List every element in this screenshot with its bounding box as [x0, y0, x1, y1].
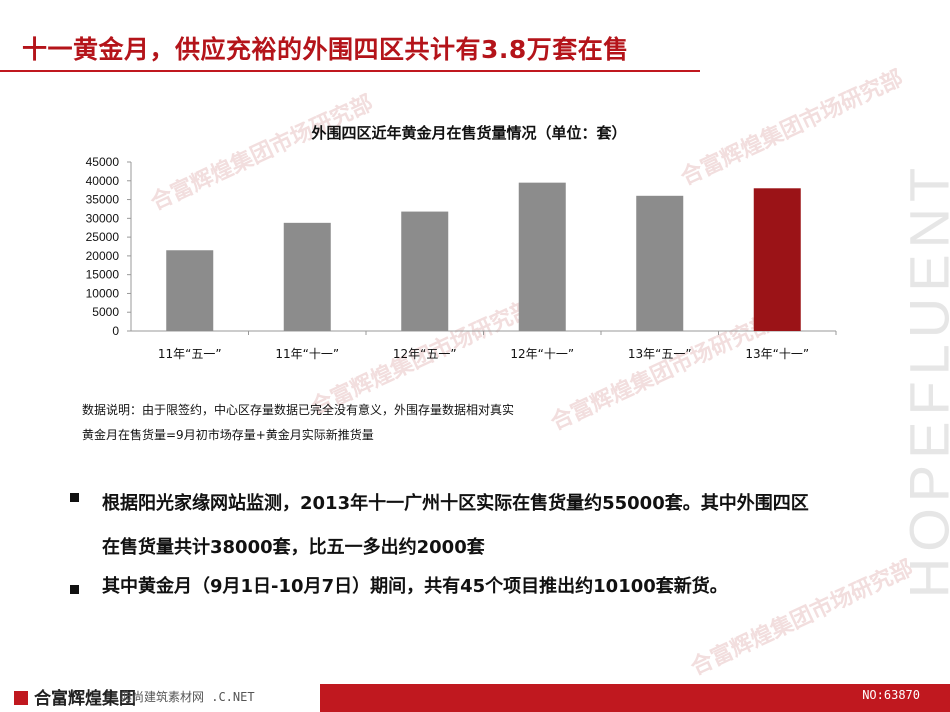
bullet-square-icon — [70, 493, 79, 502]
y-tick-label: 10000 — [86, 286, 120, 300]
y-tick-label: 5000 — [92, 305, 119, 319]
company-logo: 合富辉煌集团 — [14, 684, 136, 709]
note-line: 黄金月在售货量=9月初市场存量+黄金月实际新推货量 — [82, 428, 374, 442]
x-tick-label: 12年“十一” — [510, 347, 574, 361]
footer-id: NO:63870 — [862, 688, 920, 702]
bar — [518, 182, 566, 331]
data-notes: 数据说明：由于限签约，中心区存量数据已完全没有意义，外围存量数据相对真实 黄金月… — [82, 398, 514, 448]
bar — [401, 211, 449, 331]
y-tick-label: 0 — [112, 324, 119, 338]
x-tick-label: 12年“五一” — [393, 347, 457, 361]
y-tick-label: 35000 — [86, 193, 120, 207]
bullet-item: 根据阳光家缘网站监测，2013年十一广州十区实际在售货量约55000套。其中外围… — [66, 482, 826, 570]
x-tick-label: 13年“十一” — [745, 347, 809, 361]
bullet-item: 其中黄金月（9月1日-10月7日）期间，共有45个项目推出约10100套新货。 — [66, 574, 826, 600]
page-title: 十一黄金月，供应充裕的外围四区共计有3.8万套在售 — [22, 35, 629, 64]
y-tick-label: 40000 — [86, 174, 120, 188]
y-tick-label: 15000 — [86, 268, 120, 282]
logo-mark-icon — [14, 691, 28, 705]
note-line: 数据说明：由于限签约，中心区存量数据已完全没有意义，外围存量数据相对真实 — [82, 403, 515, 417]
bullet-square-icon — [70, 585, 79, 594]
bar — [283, 222, 331, 331]
y-tick-label: 20000 — [86, 249, 120, 263]
bullet-list: 根据阳光家缘网站监测，2013年十一广州十区实际在售货量约55000套。其中外围… — [66, 482, 826, 600]
y-tick-label: 25000 — [86, 230, 120, 244]
chart-title: 外围四区近年黄金月在售货量情况（单位：套） — [311, 124, 627, 142]
x-tick-label: 13年“五一” — [628, 347, 692, 361]
title-underline — [0, 70, 700, 72]
y-tick-label: 30000 — [86, 211, 120, 225]
x-tick-label: 11年“十一” — [275, 347, 339, 361]
footer-bar — [320, 684, 950, 712]
bar — [753, 188, 801, 331]
bar — [166, 250, 214, 331]
y-tick-label: 45000 — [86, 155, 120, 169]
x-tick-label: 11年“五一” — [158, 347, 222, 361]
bar — [636, 195, 684, 331]
footer-watermark-text: 典尚建筑素材网 .C.NET — [120, 690, 255, 704]
